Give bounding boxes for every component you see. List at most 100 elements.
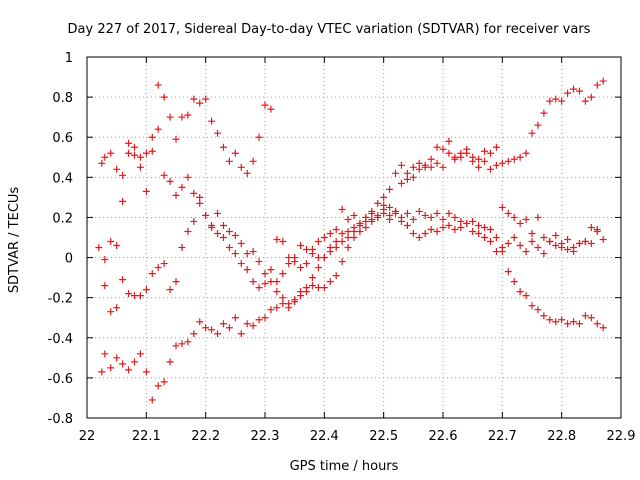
data-point-marker	[397, 161, 405, 169]
data-point-marker	[481, 157, 489, 165]
data-point-marker	[136, 163, 144, 171]
data-point-marker	[136, 292, 144, 300]
data-point-marker	[492, 143, 500, 151]
data-point-marker	[392, 207, 400, 215]
data-point-marker	[457, 223, 465, 231]
data-point-marker	[546, 238, 554, 246]
data-point-marker	[356, 219, 364, 227]
data-point-marker	[231, 149, 239, 157]
data-point-marker	[184, 227, 192, 235]
data-point-marker	[279, 238, 287, 246]
data-point-marker	[439, 223, 447, 231]
data-point-marker	[225, 324, 233, 332]
data-point-marker	[202, 211, 210, 219]
data-point-marker	[528, 129, 536, 137]
data-point-marker	[338, 229, 346, 237]
data-point-marker	[463, 145, 471, 153]
data-point-marker	[409, 163, 417, 171]
data-point-marker	[593, 320, 601, 328]
data-point-marker	[98, 159, 106, 167]
data-point-marker	[362, 213, 370, 221]
x-axis-label: GPS time / hours	[290, 459, 399, 474]
data-point-marker	[516, 288, 524, 296]
data-point-marker	[130, 358, 138, 366]
data-point-marker	[380, 193, 388, 201]
data-point-marker	[504, 209, 512, 217]
data-point-marker	[534, 306, 542, 314]
data-point-marker	[219, 320, 227, 328]
data-point-marker	[231, 314, 239, 322]
data-point-marker	[166, 358, 174, 366]
data-point-marker	[130, 292, 138, 300]
data-point-marker	[178, 340, 186, 348]
data-point-marker	[202, 324, 210, 332]
data-point-marker	[219, 221, 227, 229]
data-point-marker	[196, 99, 204, 107]
data-point-marker	[510, 234, 518, 241]
data-point-marker	[540, 234, 548, 241]
data-point-marker	[208, 117, 216, 125]
data-point-marker	[445, 209, 453, 217]
data-point-marker	[196, 193, 204, 201]
data-point-marker	[469, 157, 477, 165]
data-point-marker	[291, 258, 299, 266]
data-point-marker	[338, 258, 346, 266]
data-point-marker	[196, 318, 204, 326]
data-point-marker	[403, 209, 411, 217]
data-point-marker	[130, 151, 138, 159]
data-point-marker	[451, 213, 459, 221]
data-point-marker	[599, 236, 607, 244]
data-point-marker	[546, 316, 554, 324]
plot-frame	[86, 56, 622, 419]
data-point-marker	[433, 143, 441, 151]
data-point-marker	[374, 213, 382, 221]
data-point-marker	[581, 238, 589, 246]
data-point-marker	[237, 260, 245, 268]
data-point-marker	[314, 254, 322, 262]
data-point-marker	[552, 318, 560, 326]
data-point-marker	[98, 368, 106, 376]
data-point-marker	[101, 256, 109, 264]
data-point-marker	[243, 169, 251, 177]
data-point-marker	[303, 284, 311, 292]
data-point-marker	[427, 225, 435, 233]
data-point-marker	[130, 143, 138, 151]
data-point-marker	[475, 155, 483, 163]
y-tick-label: 0.4	[52, 171, 73, 186]
data-point-marker	[237, 163, 245, 171]
data-point-marker	[160, 93, 168, 101]
data-point-marker	[457, 149, 465, 157]
data-point-marker	[142, 286, 150, 294]
y-tick-label: -0.2	[48, 292, 73, 307]
data-point-marker	[421, 211, 429, 219]
data-point-marker	[409, 229, 417, 237]
data-point-marker	[397, 179, 405, 187]
data-point-marker	[148, 133, 156, 141]
data-point-marker	[552, 231, 560, 239]
data-point-marker	[386, 185, 394, 193]
data-point-marker	[415, 159, 423, 167]
y-tick-label: 0.2	[52, 211, 73, 226]
data-point-marker	[166, 177, 174, 185]
data-point-marker	[469, 217, 477, 225]
data-point-marker	[267, 306, 275, 314]
data-point-marker	[481, 147, 489, 155]
y-tick-label: 0	[65, 252, 73, 267]
data-point-marker	[303, 246, 311, 254]
data-point-marker	[498, 244, 506, 252]
data-point-marker	[172, 278, 180, 286]
x-tick-label: 22.4	[310, 429, 339, 444]
data-point-marker	[308, 282, 316, 290]
data-point-marker	[125, 149, 133, 157]
data-point-marker	[392, 169, 400, 177]
data-point-marker	[95, 244, 103, 252]
data-point-marker	[504, 240, 512, 248]
data-point-marker	[297, 264, 305, 272]
data-point-marker	[267, 105, 275, 113]
data-point-marker	[320, 234, 328, 241]
data-point-marker	[439, 163, 447, 171]
x-tick-label: 22.9	[607, 429, 636, 444]
data-point-marker	[552, 242, 560, 250]
data-point-marker	[237, 330, 245, 338]
